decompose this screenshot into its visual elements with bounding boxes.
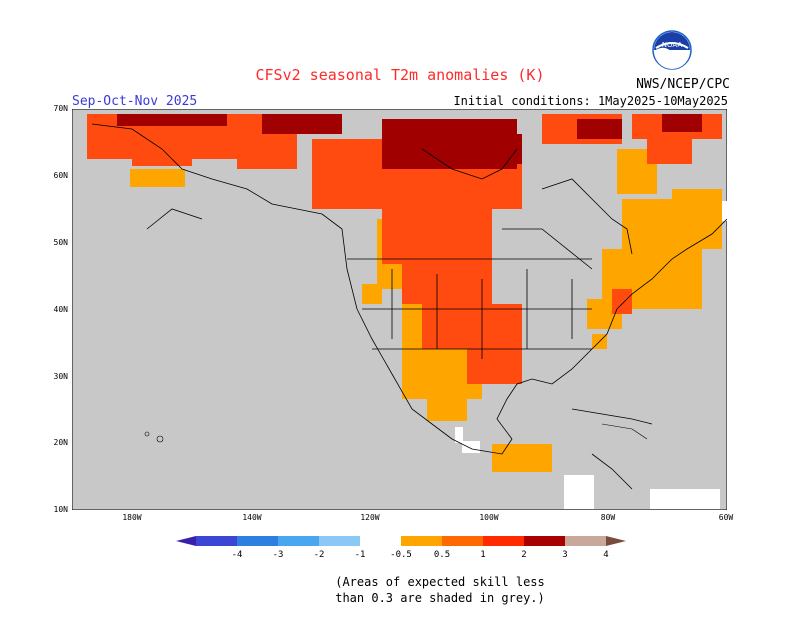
lat-label: 60N (53, 171, 68, 180)
noaa-logo-icon: NOAA (652, 30, 692, 70)
lat-label: 40N (53, 305, 68, 314)
colorbar-swatch (237, 536, 278, 546)
colorbar-label: 2 (521, 550, 526, 560)
colorbar-swatch (442, 536, 483, 546)
lon-label: 120W (360, 513, 380, 522)
lon-label: 60W (718, 513, 734, 522)
colorbar-swatch (176, 536, 196, 546)
colorbar-label: -2 (314, 550, 325, 560)
skill-note: (Areas of expected skill less than 0.3 a… (0, 574, 800, 606)
lat-label: 50N (53, 238, 68, 247)
lat-label: 70N (53, 104, 68, 113)
colorbar-swatch (278, 536, 319, 546)
lon-label: 100W (479, 513, 499, 522)
lat-label: 20N (53, 438, 68, 447)
anomaly-map (72, 109, 727, 510)
colorbar-swatch (319, 536, 360, 546)
colorbar-label: -0.5 (390, 550, 412, 560)
logo-text: NOAA (662, 41, 683, 49)
colorbar-swatch (524, 536, 565, 546)
colorbar-swatch (483, 536, 524, 546)
colorbar-label: 0.5 (434, 550, 450, 560)
colorbar-label: -3 (273, 550, 284, 560)
agency-label: NWS/NCEP/CPC (636, 77, 730, 92)
colorbar-swatch (565, 536, 606, 546)
skill-note-line1: (Areas of expected skill less (335, 575, 545, 589)
colorbar-labels: -4 -3 -2 -1 -0.5 0.5 1 2 3 4 (232, 550, 609, 560)
colorbar-label: -4 (232, 550, 243, 560)
colorbar-label: 3 (562, 550, 567, 560)
colorbar-label: 4 (603, 550, 608, 560)
colorbar-swatch (606, 536, 626, 546)
colorbar-label: 1 (480, 550, 485, 560)
coastlines (91, 123, 727, 490)
colorbar-swatch (360, 536, 401, 546)
season-label: Sep-Oct-Nov 2025 (72, 94, 198, 109)
initial-conditions-label: Initial conditions: 1May2025-10May2025 (453, 94, 728, 108)
colorbar: -4 -3 -2 -1 -0.5 0.5 1 2 3 4 (176, 536, 626, 560)
skill-note-line2: than 0.3 are shaded in grey.) (335, 591, 545, 605)
colorbar-label: -1 (355, 550, 366, 560)
lat-label: 30N (53, 372, 68, 381)
colorbar-swatch (401, 536, 442, 546)
colorbar-swatch (196, 536, 237, 546)
lon-label: 180W (122, 513, 142, 522)
lat-label: 10N (53, 505, 68, 514)
islands (144, 423, 648, 443)
lon-label: 80W (600, 513, 616, 522)
anomaly-2-3 (117, 114, 702, 169)
chart-title: CFSv2 seasonal T2m anomalies (K) (255, 66, 545, 84)
lon-label: 140W (242, 513, 262, 522)
colorbar-swatches (176, 536, 626, 546)
